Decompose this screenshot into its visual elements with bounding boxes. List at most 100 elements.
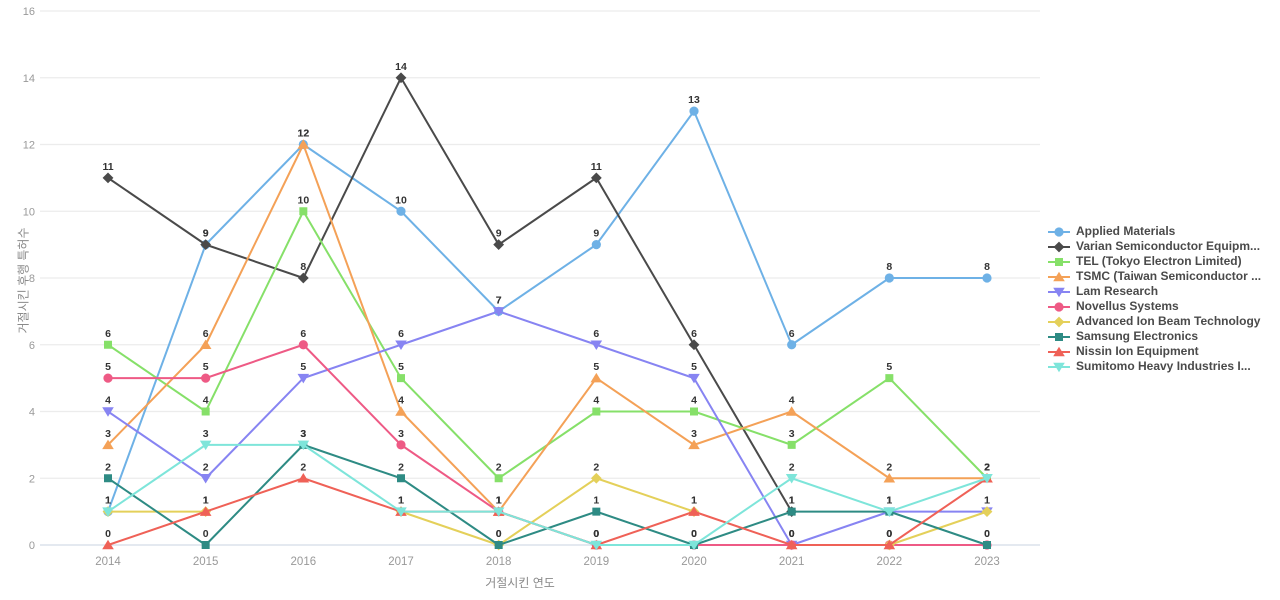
x-tick-label: 2017 — [388, 556, 414, 568]
data-point-label: 3 — [300, 428, 306, 440]
nissin-ion-equipment-series-icon — [1048, 346, 1070, 356]
data-point-marker — [297, 373, 310, 384]
data-point-label: 12 — [297, 128, 309, 140]
x-axis-title: 거절시킨 연도 — [485, 576, 555, 590]
data-point-marker — [1054, 301, 1064, 312]
data-point-label: 1 — [398, 495, 404, 507]
data-point-marker — [981, 474, 993, 484]
data-point-label: 0 — [105, 528, 111, 540]
data-point-label: 10 — [297, 194, 309, 206]
data-point-marker — [1054, 226, 1064, 237]
data-point-marker — [104, 474, 112, 483]
data-point-label: 1 — [398, 495, 404, 507]
data-point-label: 0 — [691, 528, 697, 540]
data-point-marker — [297, 473, 310, 483]
legend-item-label: Lam Research — [1076, 284, 1159, 298]
y-tick-label: 14 — [23, 73, 35, 85]
data-point-marker — [494, 474, 503, 483]
data-point-label: 0 — [789, 528, 795, 540]
legend-item-nissin-ion-equipment[interactable]: Nissin Ion Equipment — [1046, 344, 1261, 359]
data-point-label: 9 — [203, 228, 209, 240]
data-point-marker — [884, 273, 894, 283]
legend-item-applied-materials[interactable]: Applied Materials — [1046, 224, 1261, 239]
data-point-label: 4 — [691, 395, 697, 407]
data-point-marker — [297, 440, 310, 451]
y-axis-title: 거절시킨 후행 특허수 — [16, 227, 31, 334]
data-point-marker — [590, 372, 603, 383]
data-point-label: 5 — [886, 361, 892, 373]
data-point-label: 1 — [496, 495, 502, 507]
data-point-marker — [396, 206, 406, 216]
y-tick-label: 6 — [29, 340, 35, 352]
data-point-label: 2 — [984, 461, 990, 473]
data-point-label: 4 — [789, 395, 795, 407]
data-point-label: 3 — [691, 428, 697, 440]
data-point-label: 8 — [886, 261, 892, 273]
data-point-label: 1 — [496, 495, 502, 507]
data-point-marker — [688, 373, 700, 384]
legend-item-tsmc-taiwan-semiconductor[interactable]: TSMC (Taiwan Semiconductor ... — [1046, 269, 1261, 284]
data-point-marker — [688, 506, 700, 516]
data-point-label: 5 — [300, 361, 306, 373]
data-point-label: 2 — [984, 461, 990, 473]
data-point-label: 12 — [297, 128, 309, 140]
data-point-label: 6 — [691, 328, 697, 340]
data-point-marker — [690, 407, 698, 416]
data-point-label: 3 — [203, 428, 209, 440]
data-point-marker — [883, 473, 896, 483]
data-point-label: 4 — [203, 395, 209, 407]
data-point-marker — [785, 539, 798, 550]
data-point-label: 0 — [593, 528, 599, 540]
data-point-label: 4 — [593, 395, 599, 407]
x-tick-label: 2018 — [486, 556, 512, 568]
data-point-marker — [592, 407, 601, 416]
data-point-label: 6 — [789, 328, 795, 340]
legend-item-varian-semiconductor-equipm[interactable]: Varian Semiconductor Equipm... — [1046, 239, 1261, 254]
data-point-marker — [787, 507, 796, 516]
legend-item-label: Advanced Ion Beam Technology — [1076, 314, 1261, 328]
y-tick-label: 16 — [23, 6, 35, 18]
legend-item-novellus-systems[interactable]: Novellus Systems — [1046, 299, 1261, 314]
data-point-label: 11 — [591, 161, 602, 173]
series-line — [107, 76, 793, 513]
data-point-marker — [883, 539, 896, 550]
y-tick-label: 2 — [29, 473, 35, 485]
data-point-label: 5 — [398, 361, 404, 373]
data-point-marker — [201, 373, 211, 383]
data-point-label: 1 — [203, 495, 209, 507]
data-point-marker — [397, 474, 405, 483]
y-tick-label: 4 — [29, 407, 35, 419]
legend-item-label: Applied Materials — [1076, 224, 1176, 238]
data-point-label: 1 — [105, 495, 111, 507]
data-point-marker — [688, 439, 700, 450]
legend-item-samsung-electronics[interactable]: Samsung Electronics — [1046, 329, 1261, 344]
data-point-label: 7 — [496, 294, 502, 306]
data-point-marker — [104, 340, 112, 349]
data-point-label: 9 — [593, 228, 599, 240]
tel-tokyo-electron-limited-series-icon — [1048, 257, 1070, 266]
data-point-marker — [298, 340, 308, 350]
data-point-label: 5 — [203, 361, 209, 373]
data-point-label: 13 — [688, 94, 700, 106]
data-point-label: 8 — [300, 261, 306, 273]
data-point-label: 1 — [789, 495, 795, 507]
sumitomo-heavy-industries-i-series-icon — [1048, 362, 1070, 372]
applied-materials-series-icon — [1048, 226, 1070, 237]
data-point-marker — [492, 307, 505, 317]
legend-item-tel-tokyo-electron-limited[interactable]: TEL (Tokyo Electron Limited) — [1046, 254, 1261, 269]
legend-item-lam-research[interactable]: Lam Research — [1046, 284, 1261, 299]
legend-item-advanced-ion-beam-technology[interactable]: Advanced Ion Beam Technology — [1046, 314, 1261, 329]
data-point-label: 1 — [691, 495, 697, 507]
legend-item-sumitomo-heavy-industries-i[interactable]: Sumitomo Heavy Industries I... — [1046, 359, 1261, 374]
data-point-label: 0 — [593, 528, 599, 540]
series-varian-semiconductor-equipm — [102, 72, 798, 518]
data-point-label: 4 — [398, 395, 404, 407]
legend-item-label: Varian Semiconductor Equipm... — [1076, 239, 1261, 253]
data-point-marker — [199, 339, 212, 349]
data-point-label: 1 — [203, 495, 209, 507]
data-point-marker — [787, 440, 796, 449]
data-point-marker — [102, 407, 114, 417]
data-point-label: 6 — [300, 328, 306, 340]
data-point-label: 6 — [398, 328, 404, 340]
